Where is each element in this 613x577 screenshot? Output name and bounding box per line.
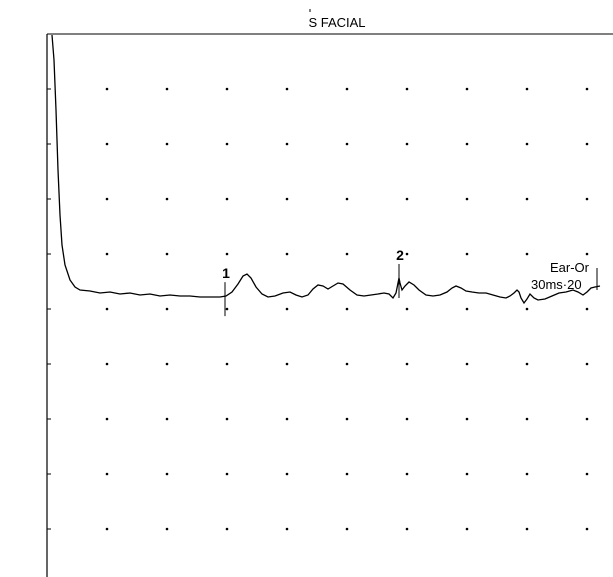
grid-dot bbox=[525, 307, 529, 311]
grid-dot bbox=[405, 472, 409, 476]
grid-dot bbox=[105, 362, 109, 366]
grid-dot bbox=[225, 252, 229, 256]
grid-dot bbox=[585, 307, 589, 311]
grid-dot bbox=[405, 142, 409, 146]
grid-dot bbox=[345, 527, 349, 531]
grid-dot bbox=[285, 417, 289, 421]
grid-dot bbox=[525, 527, 529, 531]
scale-label: 30ms·20 bbox=[531, 277, 582, 292]
grid-dot bbox=[285, 197, 289, 201]
grid-dot bbox=[225, 362, 229, 366]
grid-dot bbox=[225, 142, 229, 146]
grid-dot bbox=[105, 307, 109, 311]
grid-dot bbox=[345, 252, 349, 256]
grid-dot bbox=[465, 197, 469, 201]
grid-dot bbox=[465, 527, 469, 531]
grid-dot bbox=[165, 197, 169, 201]
grid-dot bbox=[165, 307, 169, 311]
grid-dot bbox=[345, 197, 349, 201]
grid-dot bbox=[585, 417, 589, 421]
marker-1-label: 1 bbox=[222, 265, 230, 281]
grid-dot bbox=[525, 252, 529, 256]
grid-dot bbox=[465, 362, 469, 366]
chart-title: S FACIAL bbox=[308, 15, 365, 30]
grid-dot bbox=[465, 87, 469, 91]
grid-dot bbox=[465, 252, 469, 256]
grid-dot bbox=[405, 527, 409, 531]
grid-dot bbox=[525, 197, 529, 201]
grid-dot bbox=[345, 417, 349, 421]
grid-dot bbox=[105, 252, 109, 256]
grid-dot bbox=[165, 252, 169, 256]
grid-dot bbox=[405, 417, 409, 421]
grid-dot bbox=[405, 252, 409, 256]
grid-dot bbox=[225, 527, 229, 531]
grid-dot bbox=[285, 472, 289, 476]
grid-dot bbox=[225, 417, 229, 421]
grid-dot bbox=[345, 307, 349, 311]
grid-dot bbox=[465, 417, 469, 421]
grid-dot bbox=[165, 527, 169, 531]
grid-dots bbox=[105, 87, 589, 531]
grid-dot bbox=[285, 362, 289, 366]
grid-dot bbox=[345, 142, 349, 146]
grid-dot bbox=[405, 307, 409, 311]
grid-dot bbox=[285, 307, 289, 311]
grid-dot bbox=[525, 362, 529, 366]
grid-dot bbox=[585, 362, 589, 366]
marker-2-label: 2 bbox=[396, 247, 404, 263]
grid-dot bbox=[105, 197, 109, 201]
grid-dot bbox=[105, 472, 109, 476]
grid-dot bbox=[285, 252, 289, 256]
channel-label: Ear-Or bbox=[550, 260, 590, 275]
grid-dot bbox=[225, 307, 229, 311]
grid-dot bbox=[405, 362, 409, 366]
grid-dot bbox=[345, 472, 349, 476]
grid-dot bbox=[225, 472, 229, 476]
grid-dot bbox=[585, 252, 589, 256]
grid-dot bbox=[465, 307, 469, 311]
grid-dot bbox=[525, 87, 529, 91]
grid-dot bbox=[345, 87, 349, 91]
grid-dot bbox=[585, 527, 589, 531]
grid-dot bbox=[105, 527, 109, 531]
grid-dot bbox=[585, 142, 589, 146]
grid-dot bbox=[165, 362, 169, 366]
waveform-trace bbox=[51, 34, 601, 305]
grid-dot bbox=[165, 417, 169, 421]
grid-dot bbox=[225, 87, 229, 91]
grid-dot bbox=[285, 87, 289, 91]
grid-dot bbox=[285, 142, 289, 146]
grid-dot bbox=[585, 197, 589, 201]
grid-dot bbox=[465, 142, 469, 146]
grid-dot bbox=[165, 87, 169, 91]
grid-dot bbox=[105, 87, 109, 91]
grid-dot bbox=[165, 472, 169, 476]
grid-dot bbox=[225, 197, 229, 201]
grid-dot bbox=[345, 362, 349, 366]
grid-dot bbox=[105, 142, 109, 146]
grid-dot bbox=[405, 197, 409, 201]
grid-dot bbox=[105, 417, 109, 421]
grid-dot bbox=[585, 472, 589, 476]
grid-dot bbox=[585, 87, 589, 91]
grid-dot bbox=[525, 472, 529, 476]
y-axis-ticks bbox=[47, 88, 51, 530]
grid-dot bbox=[525, 417, 529, 421]
grid-dot bbox=[285, 527, 289, 531]
grid-dot bbox=[165, 142, 169, 146]
grid-dot bbox=[525, 142, 529, 146]
grid-dot bbox=[465, 472, 469, 476]
latency-markers: 12 bbox=[222, 247, 404, 317]
grid-dot bbox=[405, 87, 409, 91]
